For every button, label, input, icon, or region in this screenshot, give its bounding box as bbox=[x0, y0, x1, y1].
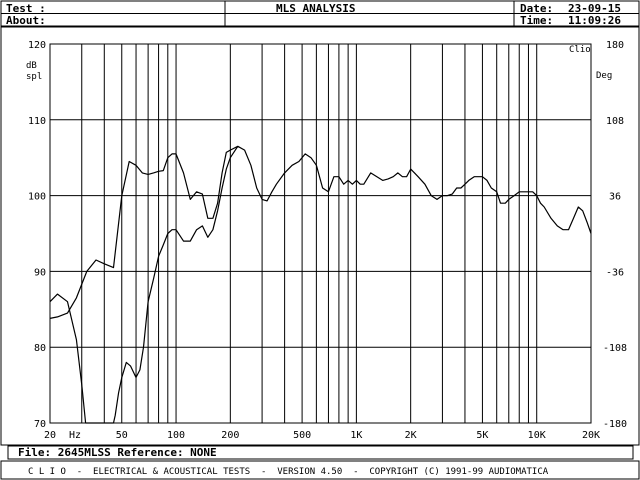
frequency-response-chart: 70 80 90 100 110 120 -180 -108 -36 36 108 180 20 50… bbox=[0, 26, 640, 446]
series-line-secondary bbox=[49, 145, 239, 424]
test-label: Test : bbox=[6, 2, 46, 15]
window-title: MLS ANALYSIS bbox=[276, 2, 355, 15]
date-label: Date: bbox=[520, 2, 553, 15]
x-tick-label: 5K bbox=[476, 430, 488, 441]
file-bar: File: 2645MLSS Reference: NONE bbox=[7, 445, 634, 460]
y2-tick-label: 108 bbox=[606, 116, 624, 127]
y-axis-labels: 70 80 90 100 110 120 bbox=[28, 40, 46, 430]
y2-tick-label: -180 bbox=[603, 419, 627, 430]
time-value: 11:09:26 bbox=[568, 14, 621, 27]
x-tick-label: 100 bbox=[167, 430, 185, 441]
series-layer bbox=[49, 145, 592, 424]
x-tick-label: 20 bbox=[44, 430, 56, 441]
y-tick-label: 70 bbox=[34, 419, 46, 430]
y-tick-label: 120 bbox=[28, 40, 46, 51]
grid bbox=[49, 43, 592, 424]
y2-axis-labels: -180 -108 -36 36 108 180 bbox=[603, 40, 627, 430]
y-axis-unit-db: dB bbox=[26, 61, 37, 71]
x-tick-label: 2K bbox=[405, 430, 417, 441]
footer-copyright: C L I O - ELECTRICAL & ACOUSTICAL TESTS … bbox=[28, 467, 549, 477]
y-tick-label: 80 bbox=[34, 343, 46, 354]
x-tick-label: 500 bbox=[293, 430, 311, 441]
file-info: File: 2645MLSS Reference: NONE bbox=[18, 446, 217, 459]
y-tick-label: 90 bbox=[34, 267, 46, 278]
footer: C L I O - ELECTRICAL & ACOUSTICAL TESTS … bbox=[0, 460, 640, 480]
date-value: 23-09-15 bbox=[568, 2, 621, 15]
y2-axis-unit: Deg bbox=[596, 71, 612, 81]
time-label: Time: bbox=[520, 14, 553, 27]
y2-tick-label: 180 bbox=[606, 40, 624, 51]
x-axis-unit: Hz bbox=[69, 430, 81, 441]
x-axis-labels: 20 50 100 200 500 1K 2K 5K 10K 20K bbox=[44, 430, 600, 441]
about-label: About: bbox=[6, 14, 46, 27]
y2-tick-label: -36 bbox=[606, 267, 624, 278]
clio-logo: Clio bbox=[569, 45, 591, 55]
y2-tick-label: -108 bbox=[603, 343, 627, 354]
x-tick-label: 10K bbox=[528, 430, 546, 441]
y-tick-label: 100 bbox=[28, 192, 46, 203]
y-tick-label: 110 bbox=[28, 116, 46, 127]
series-line-main bbox=[49, 145, 592, 319]
y-axis-unit-spl: spl bbox=[26, 72, 42, 82]
header-panel: Test : About: MLS ANALYSIS Date: 23-09-1… bbox=[0, 0, 640, 27]
x-tick-label: 200 bbox=[221, 430, 239, 441]
x-tick-label: 50 bbox=[116, 430, 128, 441]
y2-tick-label: 36 bbox=[609, 192, 621, 203]
x-tick-label: 20K bbox=[582, 430, 600, 441]
x-tick-label: 1K bbox=[350, 430, 362, 441]
